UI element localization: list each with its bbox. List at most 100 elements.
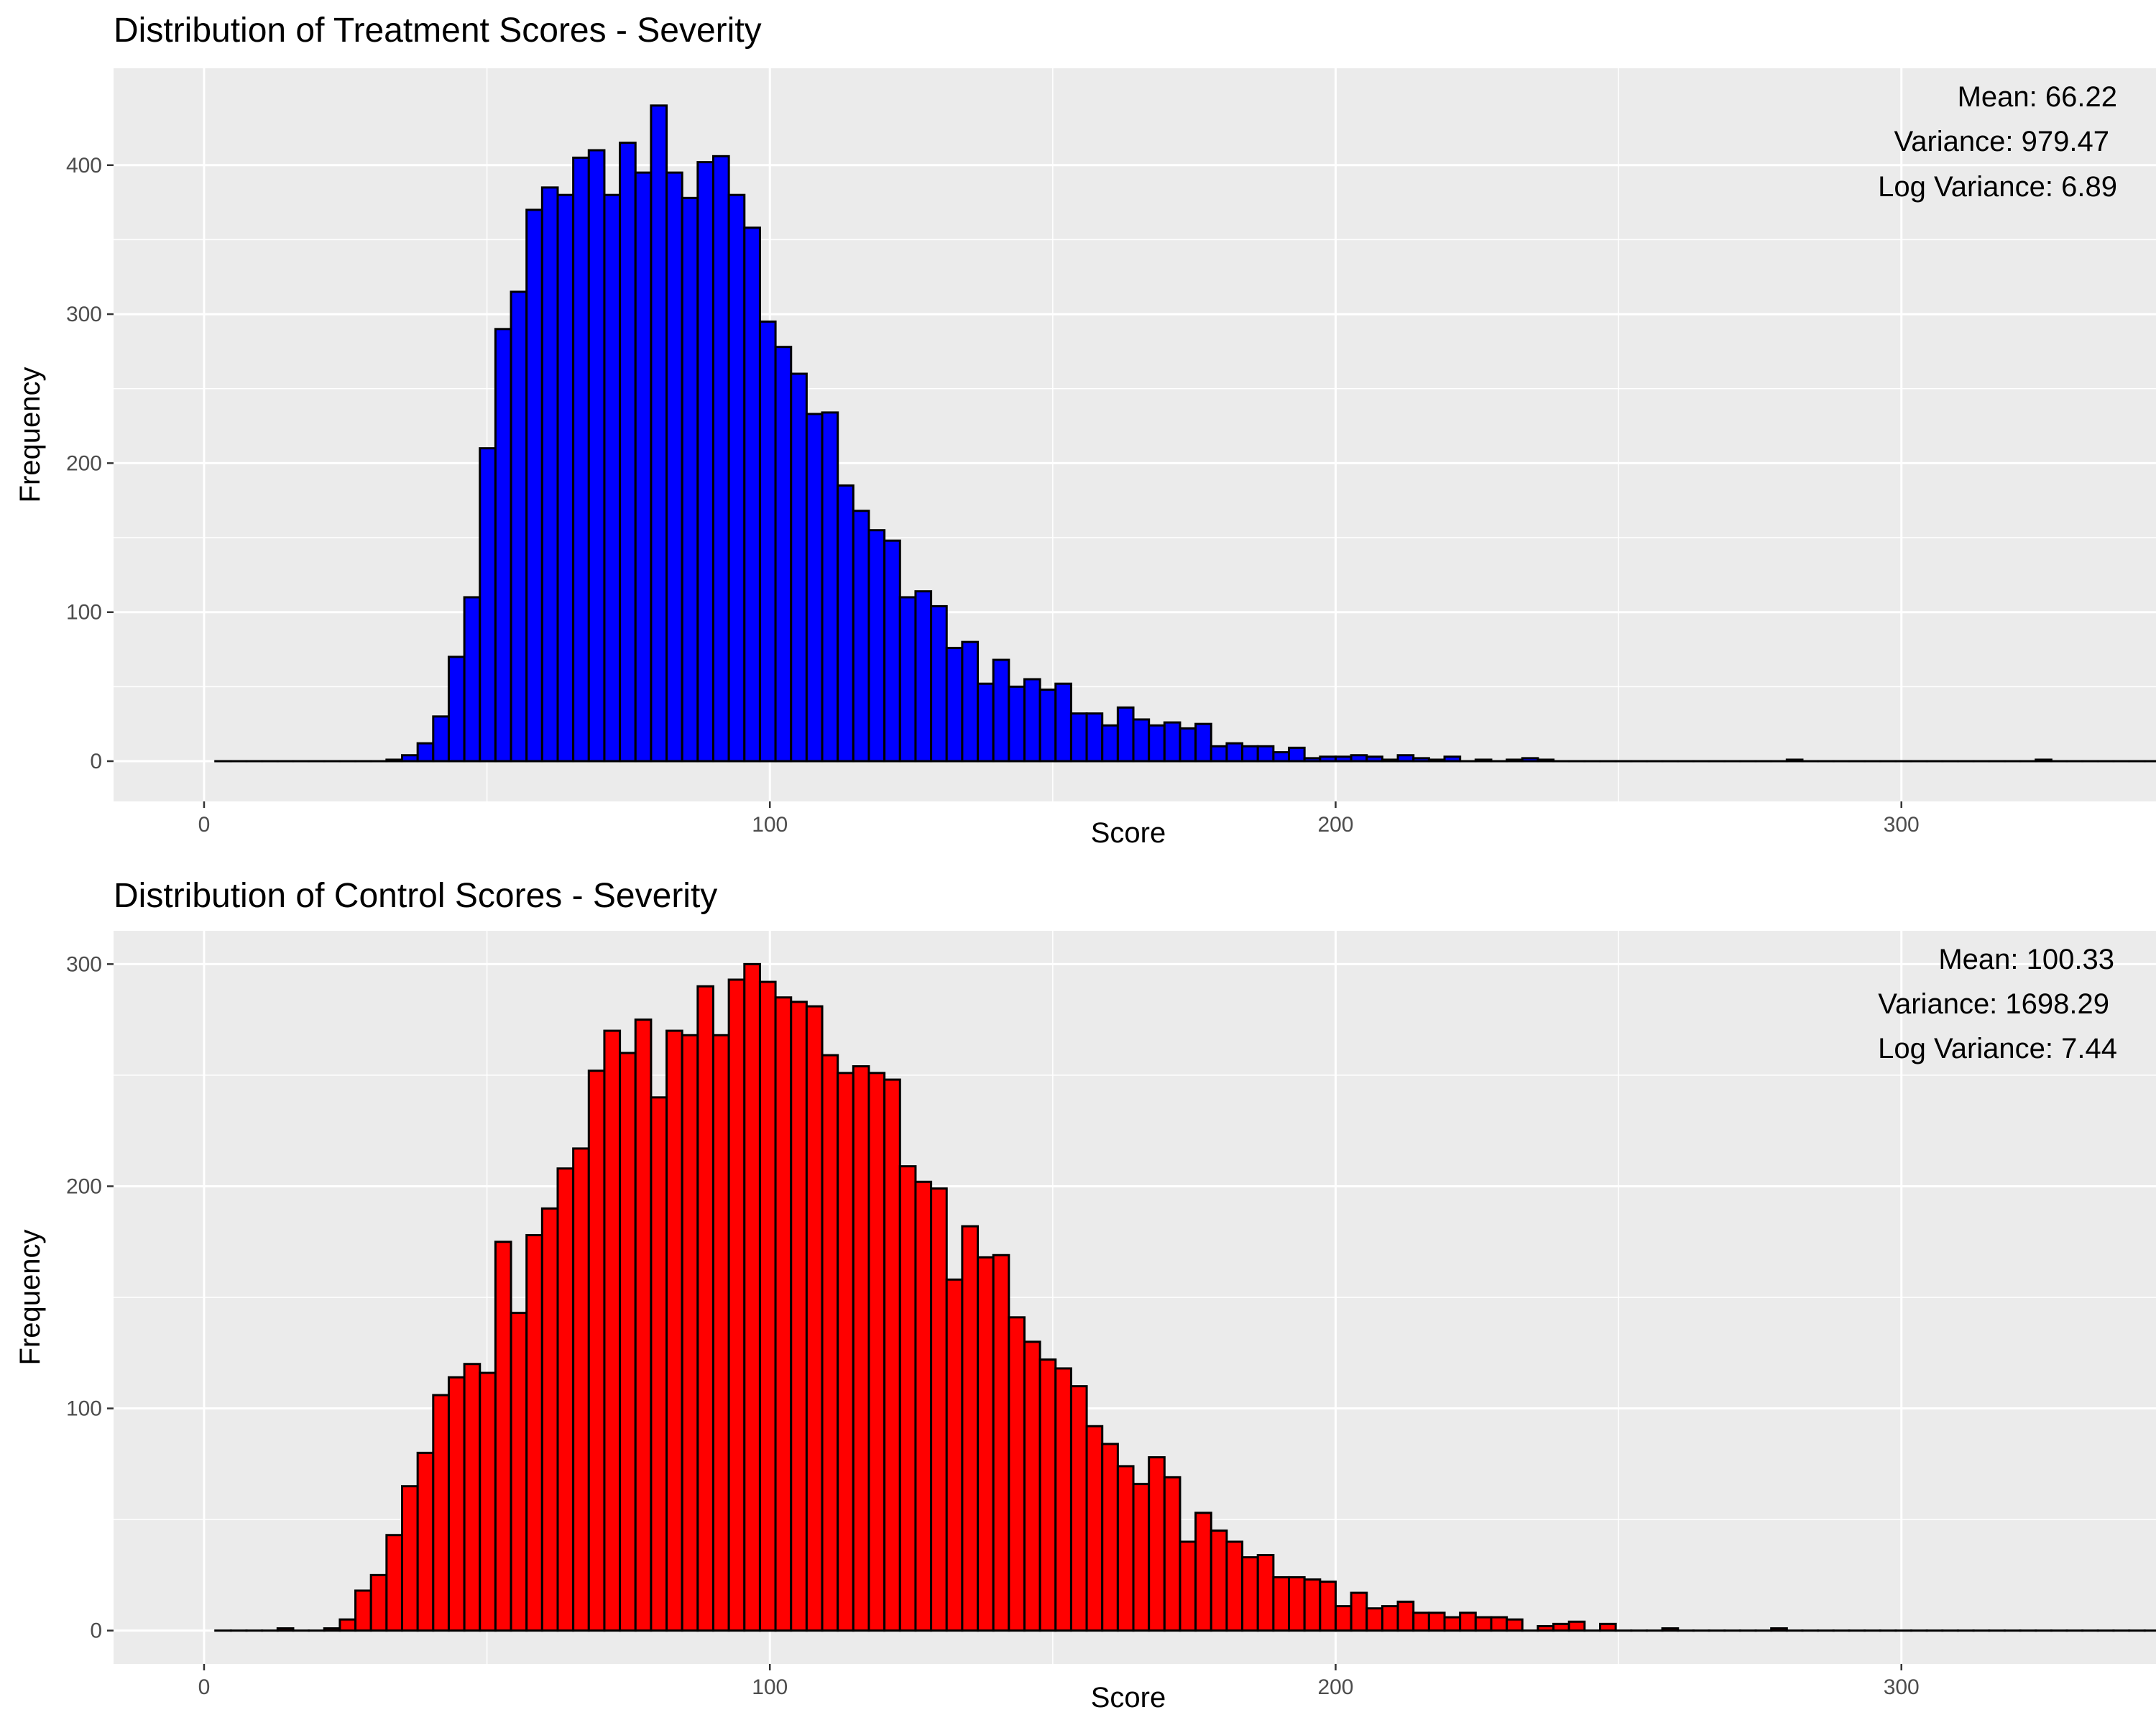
histogram-bar: [1101, 1443, 1119, 1632]
histogram-bar: [572, 1147, 590, 1632]
histogram-bar: [650, 1096, 668, 1632]
histogram-bar: [1381, 758, 1399, 763]
histogram-bar: [805, 413, 824, 763]
histogram-bars: [214, 962, 2156, 1632]
histogram-bar: [1085, 712, 1104, 763]
histogram-bar: [883, 539, 901, 763]
y-tick-label: 100: [66, 1397, 102, 1421]
histogram-bar: [1443, 755, 1462, 763]
histogram-bar: [1085, 1425, 1104, 1632]
histogram-bar: [681, 196, 699, 763]
histogram-bar: [727, 193, 746, 763]
y-axis-title: Frequency: [14, 367, 46, 503]
histogram-bar: [1023, 678, 1041, 763]
histogram-bar: [977, 1256, 995, 1632]
histogram-bar: [401, 1485, 419, 1632]
x-tick-label: 300: [1884, 813, 1920, 837]
histogram-bar: [867, 1072, 886, 1632]
histogram-bar: [1272, 1576, 1291, 1632]
histogram-bar: [1132, 1483, 1151, 1632]
histogram-bar: [1288, 746, 1306, 763]
histogram-bar: [665, 171, 683, 763]
histogram-bar: [1427, 758, 1446, 763]
histogram-bar: [447, 1376, 466, 1632]
histogram-bar: [1412, 757, 1430, 763]
control-histogram-panel: Distribution of Control Scores - Severit…: [14, 877, 2156, 1714]
histogram-bar: [432, 715, 450, 763]
histogram-bar: [634, 171, 653, 763]
histogram-bar: [1225, 1540, 1244, 1632]
histogram-bar: [961, 1225, 980, 1632]
histogram-bar: [1148, 1456, 1166, 1632]
histogram-bar: [1256, 745, 1275, 763]
histogram-bar: [914, 590, 933, 763]
histogram-bar: [1459, 1611, 1477, 1632]
histogram-bar: [774, 346, 793, 763]
histogram-bar: [1474, 1616, 1493, 1632]
chart-title: Distribution of Control Scores - Severit…: [114, 877, 717, 915]
histogram-bar: [1506, 1618, 1524, 1632]
histogram-bar: [711, 155, 730, 763]
chart-title: Distribution of Treatment Scores - Sever…: [114, 12, 762, 50]
y-tick-label: 300: [66, 303, 102, 326]
histogram-bar: [1381, 1605, 1399, 1632]
y-axis-ticks: 0 100 200 300: [66, 952, 114, 1643]
histogram-bar: [1770, 1627, 1788, 1632]
histogram-bar: [1116, 1465, 1135, 1632]
y-tick-label: 400: [66, 154, 102, 178]
histogram-bar: [572, 156, 590, 763]
histogram-bar: [385, 1534, 404, 1632]
histogram-bar: [494, 1241, 512, 1632]
histogram-bar: [556, 1167, 575, 1632]
histogram-bar: [821, 411, 839, 763]
histogram-bar: [898, 1165, 917, 1632]
histogram-bar: [1521, 757, 1539, 763]
histogram-bar: [1599, 1622, 1617, 1632]
histogram-bar: [743, 962, 761, 1632]
histogram-bar: [587, 149, 606, 763]
histogram-bar: [743, 226, 761, 763]
histogram-bar: [1785, 758, 1804, 763]
histogram-bar: [961, 640, 980, 763]
histogram-bar: [463, 596, 482, 763]
histogram-bar: [1427, 1611, 1446, 1632]
histogram-bar: [992, 1254, 1010, 1632]
histogram-bar: [1008, 685, 1026, 763]
histogram-bar: [1506, 758, 1524, 763]
histogram-bar: [852, 1065, 870, 1632]
histogram-bar: [1365, 755, 1383, 763]
histogram-bar: [369, 1573, 388, 1632]
histogram-bar: [1008, 1316, 1026, 1632]
histogram-bar: [1443, 1616, 1462, 1632]
histogram-bar: [1303, 1578, 1322, 1632]
x-axis-title: Score: [1091, 1682, 1166, 1714]
mean-annotation: Mean: 66.22: [1958, 81, 2117, 113]
x-tick-label: 100: [752, 813, 788, 837]
histogram-bar: [416, 1451, 435, 1632]
histogram-bar: [525, 208, 543, 763]
histogram-bar: [603, 1029, 622, 1632]
histogram-bar: [416, 742, 435, 763]
log-variance-annotation: Log Variance: 6.89: [1878, 171, 2117, 203]
histogram-bar: [447, 656, 466, 763]
histogram-bar: [634, 1018, 653, 1632]
x-tick-label: 100: [752, 1675, 788, 1699]
y-tick-label: 200: [66, 451, 102, 475]
histogram-bar: [1567, 1620, 1586, 1632]
histogram-bar: [463, 1363, 482, 1632]
histogram-bar: [837, 1072, 854, 1632]
log-variance-annotation: Log Variance: 7.44: [1878, 1033, 2117, 1064]
histogram-bar: [540, 186, 559, 763]
histogram-bar: [479, 1371, 497, 1632]
histogram-bar: [1272, 751, 1291, 763]
histogram-bar: [852, 510, 870, 763]
histogram-bar: [1241, 1556, 1259, 1632]
histogram-bar: [1194, 722, 1212, 763]
histogram-bar: [790, 1000, 808, 1632]
histogram-bar: [1552, 1622, 1570, 1632]
histogram-bar: [1490, 1616, 1508, 1632]
histogram-bar: [1474, 758, 1493, 763]
histogram-bar: [1256, 1554, 1275, 1632]
histogram-bar: [1116, 706, 1135, 763]
histogram-bar: [805, 1005, 824, 1632]
